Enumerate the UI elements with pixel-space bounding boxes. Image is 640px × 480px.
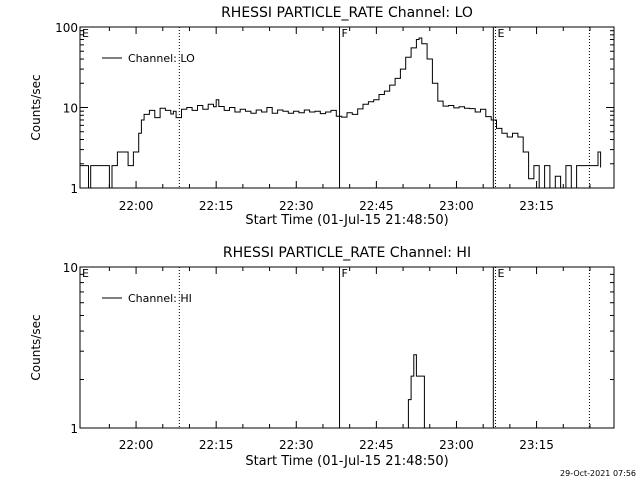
chart-panel-lo: RHESSI PARTICLE_RATE Channel: LO Start Ti… <box>29 5 615 228</box>
y-axis-label: Counts/sec <box>29 74 43 140</box>
event-marker-label: E <box>497 267 504 280</box>
series-line <box>405 354 425 429</box>
y-tick-label: 1 <box>70 182 78 196</box>
event-marker-label: F <box>342 27 348 40</box>
x-tick-label: 22:45 <box>359 438 394 452</box>
x-tick-label: 23:00 <box>439 438 474 452</box>
event-marker-label: E <box>497 27 504 40</box>
x-tick-label: 22:30 <box>279 438 314 452</box>
x-axis-label: Start Time (01-Jul-15 21:48:50) <box>245 213 448 228</box>
event-marker-label: E <box>82 27 89 40</box>
y-tick-label: 1 <box>70 422 78 436</box>
x-tick-label: 22:15 <box>199 199 234 213</box>
y-axis-label: Counts/sec <box>29 314 43 380</box>
x-tick-label: 22:00 <box>119 199 154 213</box>
x-tick-label: 22:30 <box>279 199 314 213</box>
x-tick-label: 23:00 <box>439 199 474 213</box>
plot-frame <box>79 266 615 429</box>
x-axis-label: Start Time (01-Jul-15 21:48:50) <box>245 454 448 469</box>
x-tick-label: 23:15 <box>519 438 554 452</box>
x-tick-label: 23:15 <box>519 199 554 213</box>
y-tick-label: 10 <box>63 261 78 275</box>
chart-title: RHESSI PARTICLE_RATE Channel: HI <box>223 245 471 261</box>
legend-label: Channel: HI <box>128 292 192 305</box>
x-tick-label: 22:15 <box>199 438 234 452</box>
event-marker-label: E <box>82 267 89 280</box>
footer-timestamp: 29-Oct-2021 07:56 <box>560 469 636 478</box>
series-line <box>80 37 602 189</box>
chart-title: RHESSI PARTICLE_RATE Channel: LO <box>221 5 473 21</box>
y-tick-label: 100 <box>55 21 78 35</box>
event-marker-label: F <box>342 267 348 280</box>
x-tick-label: 22:00 <box>119 438 154 452</box>
y-tick-label: 10 <box>63 102 78 116</box>
legend-label: Channel: LO <box>128 52 195 65</box>
x-tick-label: 22:45 <box>359 199 394 213</box>
chart-panel-hi: RHESSI PARTICLE_RATE Channel: HI Start Ti… <box>29 245 615 469</box>
